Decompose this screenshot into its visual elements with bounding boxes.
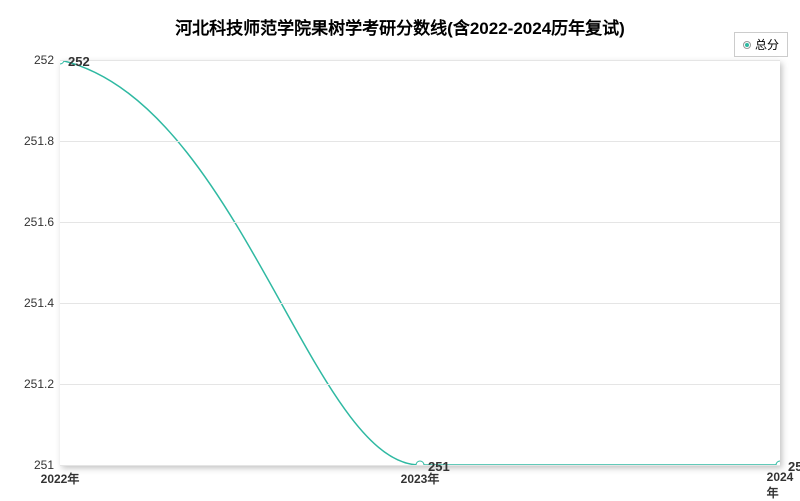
gridline xyxy=(60,384,780,385)
chart-title: 河北科技师范学院果树学考研分数线(含2022-2024历年复试) xyxy=(0,14,800,39)
plot-area xyxy=(60,60,780,465)
ytick-label: 252 xyxy=(4,53,54,67)
xtick-label: 2024年 xyxy=(767,470,794,501)
line-series xyxy=(60,60,780,465)
point-label: 252 xyxy=(68,54,90,69)
chart-container: 河北科技师范学院果树学考研分数线(含2022-2024历年复试) 总分 2512… xyxy=(0,0,800,500)
ytick-label: 251.8 xyxy=(4,134,54,148)
legend-label: 总分 xyxy=(755,36,779,53)
gridline xyxy=(60,222,780,223)
gridline xyxy=(60,141,780,142)
xtick-label: 2022年 xyxy=(41,470,80,487)
legend: 总分 xyxy=(734,32,788,57)
gridline xyxy=(60,303,780,304)
ytick-label: 251.4 xyxy=(4,296,54,310)
plot-inner xyxy=(60,60,780,465)
gridline xyxy=(60,465,780,466)
series-line xyxy=(60,60,780,465)
point-label: 251 xyxy=(788,459,800,474)
legend-marker-icon xyxy=(743,41,751,49)
legend-dot-icon xyxy=(745,43,749,47)
ytick-label: 251.2 xyxy=(4,377,54,391)
gridline xyxy=(60,60,780,61)
point-label: 251 xyxy=(428,459,450,474)
ytick-label: 251.6 xyxy=(4,215,54,229)
